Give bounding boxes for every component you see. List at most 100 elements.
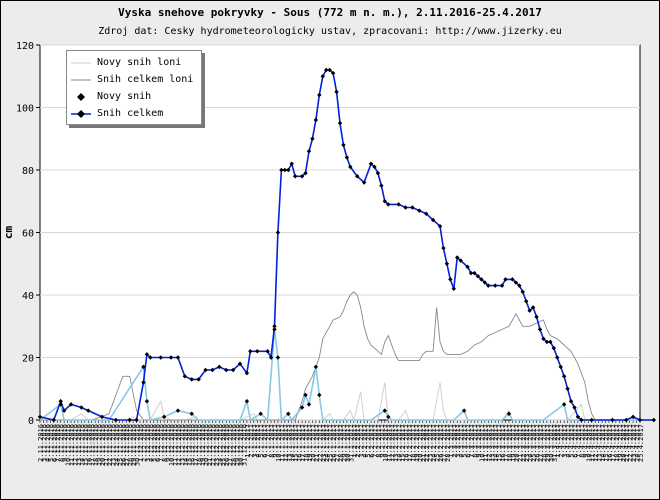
x-tick-label: 23.4.2017 bbox=[630, 424, 638, 462]
x-tick-label: 20.4.2017 bbox=[620, 424, 628, 462]
snih-celkem-point bbox=[403, 205, 408, 210]
snih-celkem-point bbox=[230, 367, 236, 373]
x-tick-label: 28.12.2016 bbox=[230, 424, 238, 466]
snih-celkem-point bbox=[382, 199, 388, 204]
x-tick-label: 2.4.2017 bbox=[558, 424, 566, 458]
novy-snih-point bbox=[244, 399, 250, 404]
chart-title: Vyska snehove pokryvky - Sous (772 m n. … bbox=[118, 6, 542, 19]
x-tick-label: 9.1.2017 bbox=[271, 424, 279, 458]
x-tick-label: 30.12.2016 bbox=[237, 424, 245, 466]
snih-celkem-point bbox=[465, 264, 470, 270]
x-tick-label: 13.2.2017 bbox=[392, 424, 400, 462]
x-tick-label: 21.4.2017 bbox=[623, 424, 631, 462]
x-tick-label: 21.12.2016 bbox=[206, 424, 214, 466]
x-tick-label: 7.4.2017 bbox=[575, 424, 583, 458]
novy-snih-point bbox=[382, 408, 388, 413]
snih-celkem-point bbox=[541, 336, 546, 341]
snih-celkem-point bbox=[141, 380, 146, 385]
x-tick-label: 10.4.2017 bbox=[585, 424, 593, 462]
y-axis-label: cm bbox=[2, 226, 15, 240]
legend-label: Snih celkem loni bbox=[97, 74, 194, 85]
snih-celkem-point bbox=[317, 92, 322, 98]
x-tick-label: 6.3.2017 bbox=[465, 424, 473, 458]
x-tick-label: 6.4.2017 bbox=[571, 424, 579, 458]
snih-celkem-point bbox=[492, 283, 498, 288]
x-tick-label: 17.1.2017 bbox=[299, 424, 307, 462]
snih-celkem-point bbox=[368, 161, 374, 166]
x-tick-label: 17.4.2017 bbox=[609, 424, 617, 462]
x-tick-label: 22.11.2016 bbox=[106, 424, 114, 466]
x-tick-label: 18.2.2017 bbox=[409, 424, 417, 462]
snih-celkem-point bbox=[448, 277, 453, 282]
x-tick-label: 22.2.2017 bbox=[423, 424, 431, 462]
novy-snih-point bbox=[258, 411, 263, 416]
x-tick-label: 16.2.2017 bbox=[403, 424, 411, 462]
snih-celkem-point bbox=[624, 417, 629, 423]
x-tick-label: 25.1.2017 bbox=[327, 424, 335, 462]
x-tick-label: 2.2.2017 bbox=[354, 424, 362, 458]
snih-celkem-point bbox=[410, 205, 415, 210]
x-tick-label: 30.3.2017 bbox=[547, 424, 555, 462]
x-tick-label: 23.11.2016 bbox=[109, 424, 117, 466]
x-tick-label: 3.3.2017 bbox=[454, 424, 462, 458]
novy-snih-point bbox=[303, 392, 308, 398]
x-tick-label: 12.4.2017 bbox=[592, 424, 600, 462]
snih-celkem-point bbox=[182, 374, 188, 379]
x-tick-label: 23.3.2017 bbox=[523, 424, 531, 462]
snih-celkem-point bbox=[396, 202, 401, 207]
snih-celkem-point bbox=[324, 67, 329, 73]
x-tick-label: 3.12.2016 bbox=[144, 424, 152, 462]
x-tick-label: 18.11.2016 bbox=[92, 424, 100, 466]
x-tick-label: 28.1.2017 bbox=[337, 424, 345, 462]
snih-celkem-point bbox=[327, 67, 332, 73]
y-tick-label: 120 bbox=[16, 41, 34, 52]
snih-celkem-point bbox=[310, 136, 315, 141]
x-tick-label: 17.11.2016 bbox=[89, 424, 97, 466]
x-tick-label: 26.3.2017 bbox=[534, 424, 542, 462]
snih-celkem-point bbox=[348, 164, 353, 170]
snih-celkem-point bbox=[530, 305, 536, 310]
novy-snih-point bbox=[272, 327, 277, 332]
novy-snih-point bbox=[161, 414, 167, 420]
snih-celkem-point bbox=[510, 277, 515, 282]
snih-celkem-point bbox=[537, 327, 543, 332]
x-tick-label: 31.3.2017 bbox=[551, 424, 559, 462]
x-tick-label: 19.4.2017 bbox=[616, 424, 624, 462]
x-tick-label: 8.4.2017 bbox=[578, 424, 586, 458]
x-tick-label: 1.3.2017 bbox=[447, 424, 455, 458]
x-tick-label: 4.3.2017 bbox=[458, 424, 466, 458]
x-tick-label: 4.12.2016 bbox=[147, 424, 155, 462]
snih-celkem-point bbox=[637, 417, 643, 423]
x-tick-label: 16.4.2017 bbox=[606, 424, 614, 462]
y-tick-label: 100 bbox=[16, 104, 34, 115]
snih-celkem-point bbox=[520, 289, 525, 295]
x-tick-label: 18.1.2017 bbox=[303, 424, 311, 462]
x-tick-label: 21.2.2017 bbox=[420, 424, 428, 462]
snih-celkem-point bbox=[455, 255, 460, 260]
x-tick-label: 4.4.2017 bbox=[565, 424, 573, 458]
x-tick-label: 21.3.2017 bbox=[516, 424, 524, 462]
snih-celkem-point bbox=[189, 377, 194, 382]
x-tick-label: 1.12.2016 bbox=[137, 424, 145, 462]
x-tick-label: 13.12.2016 bbox=[178, 424, 186, 466]
x-tick-label: 12.1.2017 bbox=[282, 424, 290, 462]
snih-celkem-point bbox=[203, 367, 208, 373]
x-tick-label: 27.3.2017 bbox=[537, 424, 545, 462]
x-tick-label: 8.12.2016 bbox=[161, 424, 169, 462]
snih-celkem-point bbox=[472, 270, 477, 276]
x-tick-label: 26.2.2017 bbox=[437, 424, 445, 462]
snih-celkem-point bbox=[244, 370, 250, 376]
snih-celkem-point bbox=[527, 308, 532, 313]
snih-celkem-point bbox=[444, 261, 450, 266]
x-tick-label: 5.1.2017 bbox=[258, 424, 266, 458]
x-tick-label: 8.11.2016 bbox=[58, 424, 66, 462]
x-tick-label: 4.2.2017 bbox=[361, 424, 369, 458]
x-tick-label: 18.4.2017 bbox=[613, 424, 621, 462]
x-tick-label: 27.11.2016 bbox=[123, 424, 131, 466]
x-tick-label: 10.2.2017 bbox=[382, 424, 390, 462]
x-tick-label: 9.4.2017 bbox=[582, 424, 590, 458]
novy-snih-point bbox=[175, 408, 181, 413]
novy-snih-point bbox=[317, 392, 322, 398]
snih-celkem-point bbox=[551, 345, 556, 351]
snih-celkem-point bbox=[417, 208, 422, 213]
